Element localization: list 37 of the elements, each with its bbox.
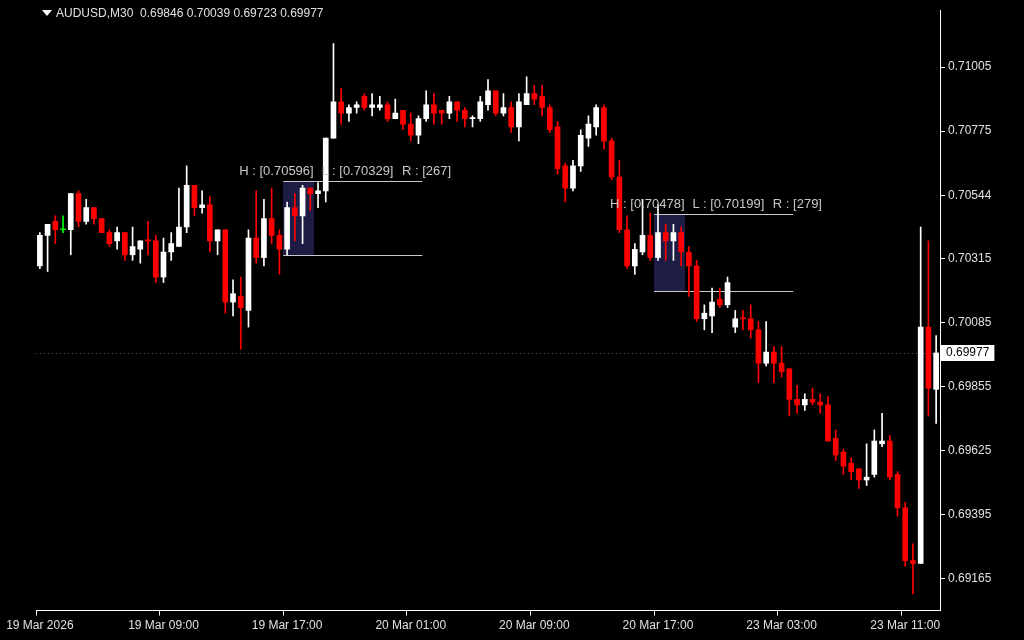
candlestick xyxy=(199,190,205,214)
y-tick-label: 0.70544 xyxy=(948,187,992,202)
candlestick xyxy=(292,193,298,242)
y-tick-label: 0.69855 xyxy=(948,379,992,394)
y-tick-label: 0.69625 xyxy=(948,443,992,458)
candlestick xyxy=(60,215,66,233)
y-tick-label: 0.70775 xyxy=(948,123,992,138)
x-tick-label: 23 Mar 03:00 xyxy=(746,618,818,633)
x-tick-label: 20 Mar 17:00 xyxy=(622,618,694,633)
y-tick-label: 0.71005 xyxy=(948,59,992,74)
x-tick-label: 23 Mar 11:00 xyxy=(870,618,941,633)
candlestick xyxy=(817,393,824,414)
annotation: R : [279] xyxy=(772,196,822,212)
candlestick xyxy=(662,223,669,261)
candlestick xyxy=(237,276,244,350)
candlestick xyxy=(377,96,383,111)
y-tick-label: 0.69395 xyxy=(948,507,992,522)
candlestick xyxy=(740,310,746,331)
y-tick-label: 0.70315 xyxy=(948,251,992,266)
annotation: L : [0.70199] xyxy=(692,196,765,212)
x-tick-label: 19 Mar 2026 xyxy=(6,618,74,633)
y-tick-label: 0.69165 xyxy=(948,570,992,585)
x-tick-label: 20 Mar 09:00 xyxy=(499,618,571,633)
candlestick xyxy=(230,279,236,317)
candlestick xyxy=(879,412,885,447)
x-tick-label: 20 Mar 01:00 xyxy=(375,618,447,633)
x-tick-label: 19 Mar 09:00 xyxy=(128,618,200,633)
ref-line-label: 0.69977 xyxy=(946,345,990,360)
annotation: H : [0.70596] xyxy=(239,163,314,179)
candlestick xyxy=(910,543,916,595)
candlestick xyxy=(794,385,800,414)
candlestick xyxy=(315,182,321,208)
annotation: R : [267] xyxy=(401,163,452,179)
x-tick-label: 19 Mar 17:00 xyxy=(251,618,323,633)
y-tick-label: 0.70085 xyxy=(948,315,992,330)
candlestick xyxy=(369,93,375,117)
chart-title: AUDUSD,M30 0.69846 0.70039 0.69723 0.69977 xyxy=(56,6,324,21)
